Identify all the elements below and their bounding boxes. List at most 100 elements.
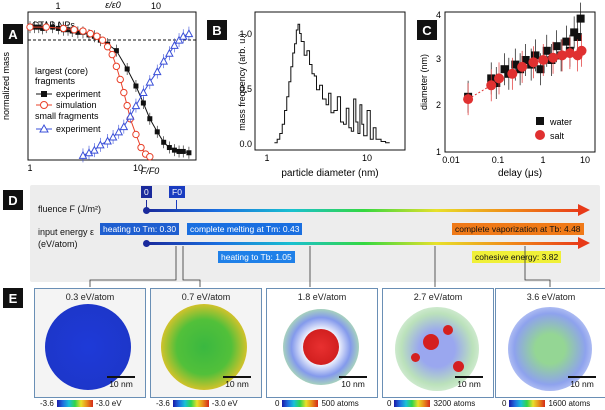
md-particle-1: [45, 304, 131, 390]
chart-a-point-sim: [132, 130, 140, 139]
panel-label-c: C: [417, 20, 437, 40]
colorbar-3-min: 0: [275, 399, 280, 408]
chart-c-point-salt: [463, 94, 474, 105]
chart-a-legend-group-2: small fragments: [35, 111, 99, 121]
chart-a-point-small: [125, 111, 135, 120]
md-particle-4-frag-4: [453, 361, 464, 372]
chart-a-legend-marker-small: [39, 123, 49, 133]
colorbar-5-max: 1600 atoms: [548, 399, 591, 408]
chart-c-salt-trend: [467, 50, 582, 100]
md-particle-3-core: [303, 329, 339, 365]
chart-a-point-sim: [116, 75, 124, 84]
chart-a-point-sim: [98, 36, 107, 44]
chart-a-point-exp: [180, 148, 186, 154]
chart-a-ylabel: normalized mass: [1, 51, 11, 120]
chart-c-xtick-10: 10: [580, 155, 590, 165]
colorbar-4-min: 0: [387, 399, 392, 408]
chart-b-ytick-0: 0.0: [239, 139, 252, 149]
md-scale-5: 10 nm: [568, 376, 596, 389]
energy-label-2: (eV/atom): [38, 239, 78, 249]
f0-marker: F0: [169, 186, 185, 198]
connector-2: [182, 246, 201, 287]
chart-a-point-small: [170, 40, 179, 49]
chart-a-legend-sim: simulation: [56, 100, 97, 110]
chart-a-point-small: [184, 29, 194, 38]
chart-a-point-small: [119, 122, 129, 131]
chart-a-legend-group-1: largest (core): [35, 66, 88, 76]
md-scale-4: 10 nm: [455, 376, 483, 389]
md-particle-4-frag-1: [423, 334, 439, 350]
md-snapshot-2: 0.7 eV/atom 10 nm: [150, 288, 262, 398]
colorbar-2-max: -3.0 eV: [211, 399, 238, 408]
chart-c-xtick-01: 0.1: [492, 155, 505, 165]
chart-c-frame: [444, 11, 596, 153]
chart-c: diameter (nm) delay (μs) 1 2 3 4 0.01 0.…: [419, 2, 596, 179]
md-snapshot-1: 0.3 eV/atom 10 nm: [34, 288, 146, 398]
colorbar-1: -3.6 -3.0 eV: [40, 399, 122, 408]
colorbar-2: -3.6 -3.0 eV: [156, 399, 238, 408]
panel-label-a: A: [3, 24, 23, 44]
chart-c-point-salt: [528, 57, 539, 68]
chart-c-point-water: [562, 37, 571, 46]
energy-arrow: [146, 242, 582, 245]
chart-a-point-small: [103, 136, 112, 145]
chart-a-point-small: [95, 140, 105, 149]
chart-b-ytick-1: 0.5: [239, 84, 252, 94]
heating-tm-box: heating to Tm: 0.30: [100, 223, 180, 235]
chart-b-series-line: [274, 23, 390, 144]
chart-a-point-exp: [161, 139, 167, 145]
chart-c-point-salt: [564, 48, 575, 59]
chart-c-ytick-2: 2: [436, 100, 441, 110]
chart-c-point-salt: [538, 55, 549, 65]
colorbar-3: 0 500 atoms: [275, 399, 359, 408]
chart-c-ytick-1: 1: [436, 147, 441, 157]
chart-a-point-exp: [186, 150, 192, 156]
energy-arrow-head: [578, 237, 590, 249]
chart-a-point-small: [78, 150, 88, 159]
chart-a-legend-marker-exp: [41, 91, 47, 97]
panel-label-b: B: [207, 20, 227, 40]
chart-a-legend-exp: experiment: [56, 89, 101, 99]
chart-a: CTAB NPs normalized mass F/F0 ε/ε0 1 10 …: [1, 0, 197, 176]
colorbar-1-gradient: [56, 400, 93, 407]
colorbar-2-min: -3.6: [156, 399, 170, 408]
fluence-tick: [146, 200, 147, 209]
chart-c-point-salt: [507, 68, 518, 79]
chart-a-point-small: [145, 77, 155, 86]
chart-a-point-sim: [79, 27, 87, 35]
connector-5: [524, 246, 551, 287]
chart-a-point-exp: [140, 100, 146, 106]
chart-a-x2tick-10: 10: [151, 1, 161, 11]
chart-a-point-small: [90, 145, 99, 154]
cohesive-box: cohesive energy: 3.82: [472, 251, 562, 263]
chart-c-point-water: [552, 42, 561, 51]
chart-a-point-exp: [75, 29, 81, 35]
chart-c-legend-marker-water: [536, 117, 544, 125]
chart-c-xtick-001: 0.01: [442, 155, 460, 165]
chart-b-ylabel: mass frequency (arb. u.): [237, 33, 247, 131]
chart-c-point-water: [570, 28, 579, 37]
colorbar-3-gradient: [282, 400, 319, 407]
fluence-label: fluence F (J/m²): [38, 204, 102, 214]
energy-label-1: input energy ε: [38, 227, 95, 237]
chart-a-point-exp: [65, 27, 71, 33]
chart-a-point-small: [131, 101, 141, 110]
chart-a-frame: [27, 11, 197, 161]
chart-c-point-water: [500, 65, 509, 74]
colorbar-4-max: 3200 atoms: [433, 399, 476, 408]
colorbar-1-min: -3.6: [40, 399, 54, 408]
chart-b-xtick-1: 1: [264, 153, 269, 163]
chart-c-point-water: [542, 46, 551, 55]
panel-label-d: D: [3, 190, 23, 210]
chart-c-point-salt: [486, 80, 497, 91]
chart-c-ytick-3: 3: [436, 54, 441, 64]
chart-a-point-exp: [166, 145, 172, 151]
energy-start-dot: [143, 240, 150, 247]
fluence-arrow-head: [578, 204, 590, 216]
chart-c-point-water: [492, 79, 501, 87]
fluence-arrow: [146, 209, 582, 212]
md-particle-4-frag-3: [411, 353, 420, 362]
chart-c-legend-water: water: [549, 117, 572, 127]
chart-c-point-water: [573, 33, 582, 41]
